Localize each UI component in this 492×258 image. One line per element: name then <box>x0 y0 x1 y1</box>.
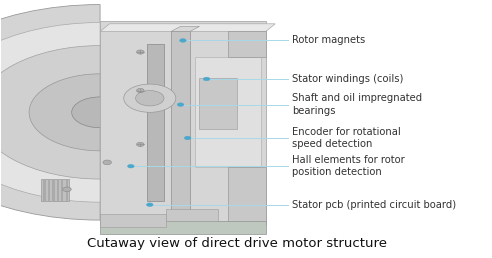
Polygon shape <box>65 179 68 201</box>
Polygon shape <box>195 57 261 167</box>
Wedge shape <box>29 74 100 151</box>
Text: Rotor magnets: Rotor magnets <box>292 35 365 45</box>
Text: Encoder for rotational
speed detection: Encoder for rotational speed detection <box>292 127 400 149</box>
Polygon shape <box>100 24 275 31</box>
Circle shape <box>177 103 184 106</box>
Text: Hall elements for rotor
position detection: Hall elements for rotor position detecti… <box>292 155 404 178</box>
Circle shape <box>180 39 186 42</box>
Polygon shape <box>43 179 46 201</box>
Polygon shape <box>61 179 63 201</box>
Text: Cutaway view of direct drive motor structure: Cutaway view of direct drive motor struc… <box>88 237 387 249</box>
Wedge shape <box>0 22 100 202</box>
Text: Stator windings (coils): Stator windings (coils) <box>292 74 403 84</box>
Polygon shape <box>57 179 59 201</box>
Circle shape <box>136 142 144 147</box>
Circle shape <box>136 91 164 106</box>
Wedge shape <box>0 5 100 220</box>
Polygon shape <box>199 78 237 129</box>
Circle shape <box>127 164 134 168</box>
Circle shape <box>124 84 176 112</box>
Circle shape <box>72 97 128 128</box>
Polygon shape <box>228 31 266 57</box>
Circle shape <box>136 88 144 93</box>
Text: Shaft and oil impregnated
bearings: Shaft and oil impregnated bearings <box>292 93 422 116</box>
Polygon shape <box>100 214 166 227</box>
Circle shape <box>203 77 210 81</box>
Circle shape <box>103 160 112 165</box>
Polygon shape <box>48 179 50 201</box>
Polygon shape <box>171 26 199 31</box>
Wedge shape <box>0 46 100 179</box>
Polygon shape <box>52 179 55 201</box>
Polygon shape <box>148 44 164 201</box>
Polygon shape <box>100 221 266 234</box>
Polygon shape <box>166 208 218 221</box>
Polygon shape <box>41 179 69 201</box>
Circle shape <box>147 203 153 206</box>
Circle shape <box>62 187 71 192</box>
Text: Stator pcb (printed circuit board): Stator pcb (printed circuit board) <box>292 200 456 210</box>
Polygon shape <box>171 31 190 216</box>
Polygon shape <box>100 21 266 224</box>
Circle shape <box>184 136 191 140</box>
Circle shape <box>136 50 144 54</box>
Polygon shape <box>228 167 266 224</box>
